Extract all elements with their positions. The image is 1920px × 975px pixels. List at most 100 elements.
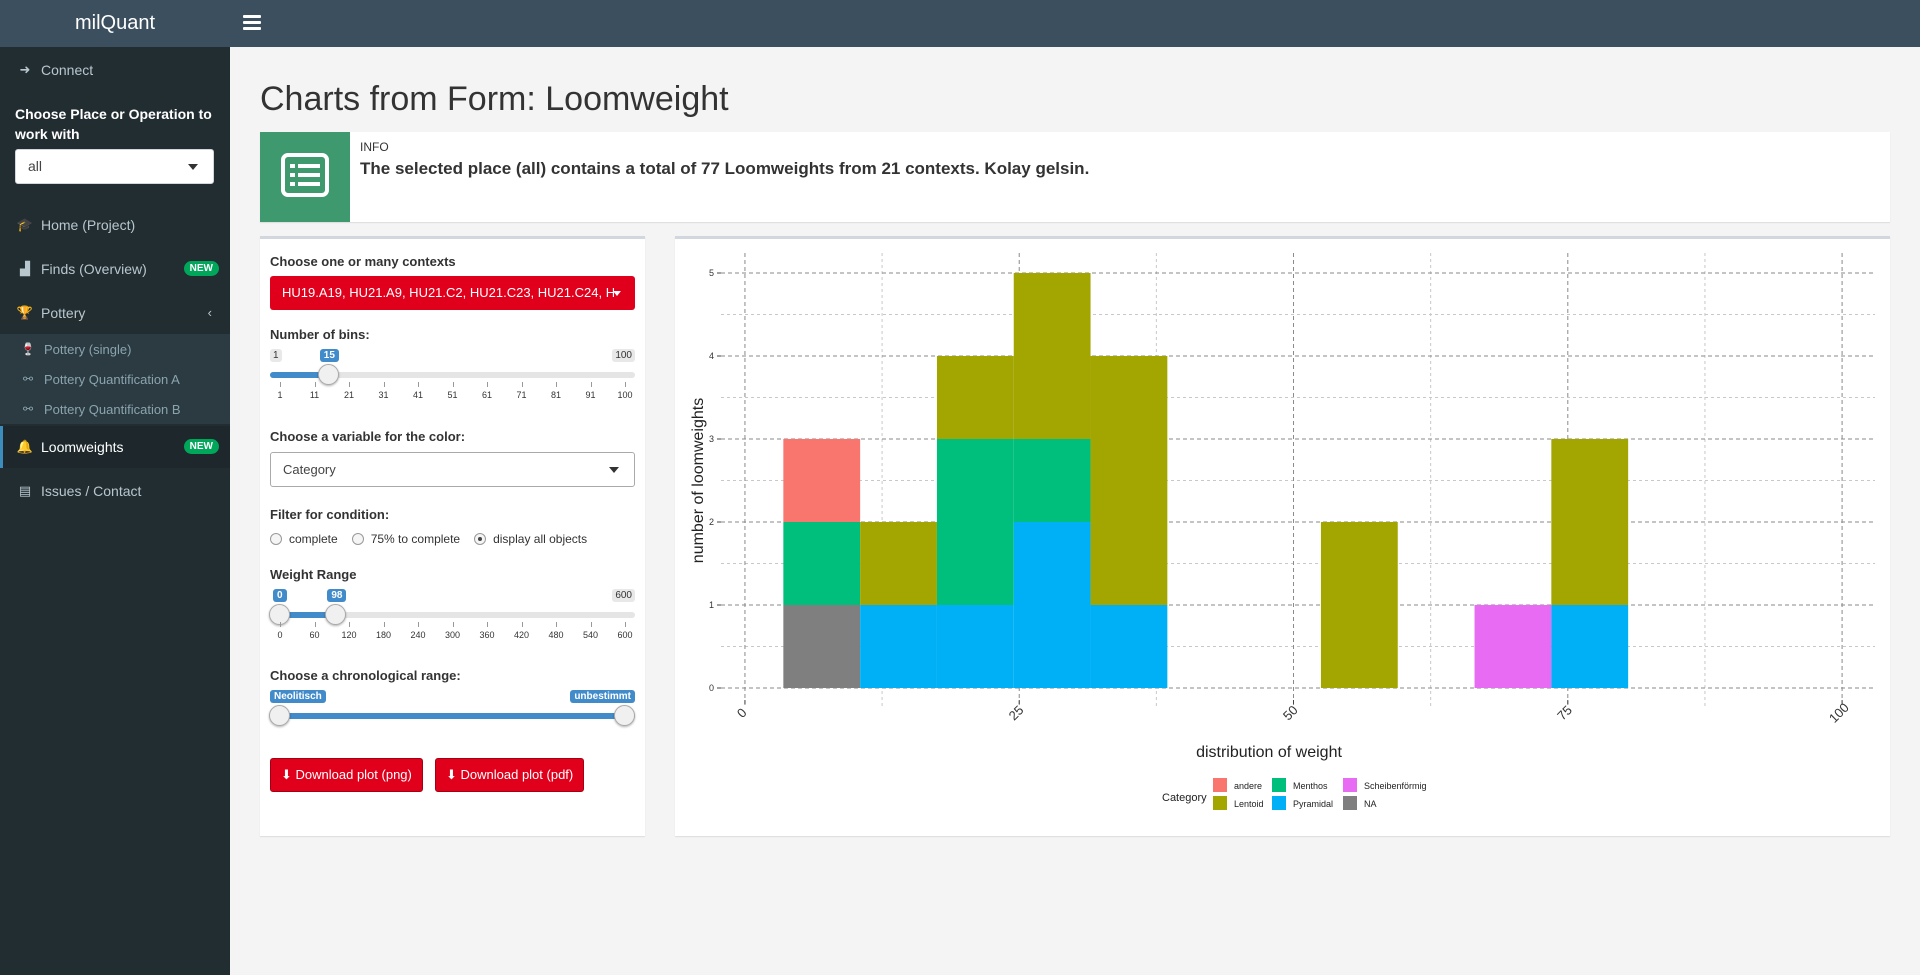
sidebar-item-label: Pottery Quantification B — [44, 401, 181, 417]
sidebar-subitem-pottery-quant-b[interactable]: ⚯ Pottery Quantification B — [0, 394, 230, 424]
sidebar-item-finds[interactable]: ▟ Finds (Overview) NEW — [0, 249, 230, 289]
radio-button[interactable] — [351, 533, 364, 545]
sidebar-item-loomweights[interactable]: 🔔 Loomweights NEW — [0, 426, 230, 468]
chron-range-slider[interactable]: Neolitisch unbestimmt — [269, 690, 635, 750]
slider-max: 600 — [612, 589, 635, 602]
slider-tick — [383, 382, 385, 387]
y-tick-label: 4 — [709, 351, 714, 361]
sidebar-toggle-icon[interactable] — [243, 12, 261, 32]
slider-tick — [487, 622, 488, 627]
legend-title: Category — [1162, 792, 1207, 804]
slider-tick-label: 51 — [447, 390, 458, 400]
slider-track[interactable] — [270, 372, 635, 378]
slider-tick-label: 360 — [479, 630, 495, 640]
place-select[interactable]: all — [15, 149, 214, 184]
slider-high-handle[interactable] — [614, 705, 635, 726]
legend-label: Lentoid — [1234, 799, 1264, 809]
button-label: Download plot (png) — [295, 767, 412, 782]
download-pdf-button[interactable]: ⬇ Download plot (pdf) — [435, 758, 585, 792]
new-badge: NEW — [183, 439, 219, 454]
slider-tick — [314, 622, 316, 627]
slider-fill — [280, 612, 337, 618]
slider-tick-label: 0 — [277, 630, 283, 640]
color-variable-select[interactable]: Category — [270, 452, 635, 487]
slider-tick-label: 180 — [375, 630, 392, 640]
download-png-button[interactable]: ⬇ Download plot (png) — [270, 758, 423, 792]
slider-tick-label: 11 — [309, 390, 320, 400]
histogram-bar — [1090, 605, 1168, 688]
slider-fill — [270, 372, 329, 378]
slider-tick-label: 420 — [513, 630, 530, 640]
bar-chart-icon: ▟ — [20, 261, 30, 276]
radio-button[interactable] — [270, 533, 282, 545]
color-variable-value: Category — [283, 462, 336, 477]
download-icon: ⬇ — [446, 767, 461, 782]
sidebar-item-home[interactable]: 🎓 Home (Project) — [0, 205, 230, 245]
slider-tick — [590, 622, 592, 627]
download-icon: ⬇ — [281, 767, 296, 782]
legend-label: andere — [1234, 781, 1262, 791]
slider-tick-label: 540 — [582, 630, 599, 640]
sidebar-item-connect[interactable]: ➜ Connect — [0, 50, 230, 90]
y-tick-label: 3 — [709, 434, 714, 444]
y-tick-label: 2 — [709, 517, 714, 527]
condition-option-75[interactable]: 75% to complete — [351, 532, 460, 546]
sidebar-item-label: Finds (Overview) — [41, 261, 147, 277]
slider-tick — [521, 622, 523, 627]
bins-slider[interactable]: 1 100 15 1 11 21 31 41 51 61 71 81 91 100 — [270, 349, 635, 409]
weight-range-label: Weight Range — [270, 567, 357, 582]
histogram-bar — [1551, 605, 1629, 688]
sidebar-item-issues[interactable]: ▤ Issues / Contact — [0, 471, 230, 511]
sign-in-icon: ➜ — [19, 62, 31, 77]
info-text: The selected place (all) contains a tota… — [360, 159, 1090, 178]
info-icon-box — [260, 132, 350, 222]
x-axis-label: distribution of weight — [1196, 744, 1342, 761]
slider-tick-label: 480 — [548, 630, 564, 640]
sidebar-item-label: Home (Project) — [41, 217, 136, 233]
slider-tick-label: 71 — [516, 390, 527, 400]
condition-option-all[interactable]: display all objects — [474, 532, 587, 546]
app-brand[interactable]: milQuant — [74, 12, 156, 34]
contexts-value: HU19.A19, HU21.A9, HU21.C2, HU21.C23, HU… — [282, 285, 614, 300]
info-label: INFO — [360, 140, 389, 154]
histogram-bar — [783, 522, 861, 605]
x-tick-label: 75 — [1554, 702, 1575, 723]
page-title: Charts from Form: Loomweight — [260, 80, 729, 118]
caret-down-icon — [609, 467, 619, 473]
histogram-bar — [860, 522, 937, 605]
file-icon: ▤ — [18, 483, 32, 498]
list-icon — [281, 153, 329, 197]
legend-swatch — [1343, 796, 1357, 810]
slider-tick-label: 31 — [378, 390, 389, 400]
contexts-picker[interactable]: HU19.A19, HU21.A9, HU21.C2, HU21.C23, HU… — [270, 276, 635, 310]
y-tick-label: 0 — [709, 683, 714, 693]
y-tick-label: 5 — [709, 268, 714, 278]
info-box: INFO The selected place (all) contains a… — [260, 132, 1890, 222]
legend-label: Scheibenförmig — [1364, 781, 1427, 791]
slider-tick-label: 81 — [550, 390, 562, 400]
slider-low-handle[interactable] — [269, 705, 290, 726]
sidebar-item-pottery[interactable]: 🏆 Pottery ‹ — [0, 293, 230, 333]
sidebar-subitem-pottery-quant-a[interactable]: ⚯ Pottery Quantification A — [0, 364, 230, 394]
bins-label: Number of bins: — [270, 327, 370, 342]
slider-max: 100 — [612, 349, 635, 362]
weight-range-slider[interactable]: 0 98 600 0 60 120 180 240 300 360 420 480 540 600 — [269, 589, 635, 649]
slider-high-handle[interactable] — [325, 604, 347, 625]
slider-tick-label: 1 — [277, 390, 283, 400]
condition-option-complete[interactable]: complete — [270, 532, 338, 546]
radio-button[interactable] — [474, 533, 487, 545]
histogram-bar — [1090, 356, 1168, 605]
histogram-bar — [783, 605, 861, 688]
slider-track[interactable] — [270, 612, 635, 618]
x-tick-label: 0 — [734, 705, 750, 721]
color-variable-label: Choose a variable for the color: — [270, 429, 466, 444]
sidebar-subitem-pottery-single[interactable]: 🍷 Pottery (single) — [0, 334, 230, 364]
legend-label: NA — [1364, 799, 1377, 809]
binoculars-icon: ⚯ — [22, 402, 34, 416]
slider-handle[interactable] — [317, 364, 339, 385]
slider-low-handle[interactable] — [269, 604, 290, 625]
legend-swatch — [1272, 778, 1286, 792]
radio-label: complete — [289, 532, 338, 546]
x-tick-label: 100 — [1826, 700, 1852, 726]
y-axis-label: number of loomweights — [690, 398, 707, 563]
